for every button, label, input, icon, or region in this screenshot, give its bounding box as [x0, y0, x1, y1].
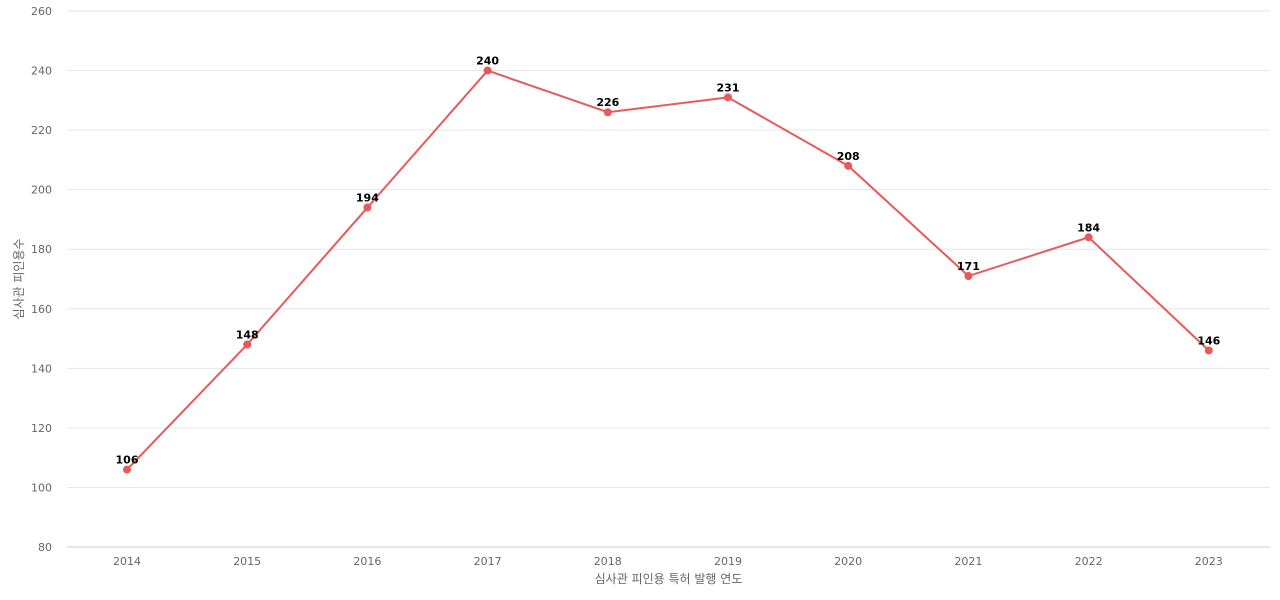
x-axis-ticks: 2014 2015 2016 2017 2018 2019 2020 2021 2022 2023: [113, 555, 1223, 568]
y-tick-label-100: 100: [31, 481, 52, 494]
x-tick-label-2020: 2020: [834, 555, 862, 568]
data-point-2020: [844, 161, 853, 170]
series-line-0: [126, 69, 1210, 471]
data-label-2017: 240: [476, 55, 499, 68]
x-tick-label-2023: 2023: [1195, 555, 1223, 568]
y-axis-ticks: 80 100 120 140 160 180 200 220 240 260: [31, 5, 52, 554]
data-point-2018: [603, 108, 612, 117]
data-label-2019: 231: [717, 81, 740, 94]
y-tick-label-80: 80: [38, 541, 52, 554]
y-tick-label-220: 220: [31, 124, 52, 137]
y-tick-label-180: 180: [31, 243, 52, 256]
x-axis-title: 심사관 피인용 특허 발행 연도: [595, 571, 743, 586]
y-tick-label-160: 160: [31, 303, 52, 316]
data-label-2018: 226: [596, 96, 619, 109]
y-tick-label-240: 240: [31, 65, 52, 78]
data-point-2017: [483, 66, 492, 75]
gridlines: [67, 10, 1270, 488]
y-tick-label-260: 260: [31, 5, 52, 18]
data-point-2021: [964, 272, 973, 281]
x-tick-label-2014: 2014: [113, 555, 141, 568]
data-label-2016: 194: [356, 192, 379, 205]
x-tick-label-2017: 2017: [474, 555, 502, 568]
y-tick-label-140: 140: [31, 362, 52, 375]
data-point-2022: [1084, 233, 1093, 242]
data-label-2020: 208: [837, 150, 860, 163]
x-tick-label-2019: 2019: [714, 555, 742, 568]
data-labels: 106 148 194 240 226 231 208 171 184 146: [116, 55, 1221, 467]
data-point-2015: [243, 340, 252, 349]
data-point-2019: [724, 93, 732, 102]
data-label-2021: 171: [957, 260, 980, 273]
data-point-2016: [363, 203, 372, 212]
x-tick-label-2015: 2015: [233, 555, 261, 568]
x-tick-label-2022: 2022: [1075, 555, 1103, 568]
x-tick-label-2021: 2021: [954, 555, 982, 568]
y-axis-title: 심사관 피인용수: [12, 238, 26, 319]
data-label-2014: 106: [116, 454, 139, 467]
data-point-2014: [123, 465, 131, 474]
data-label-2023: 146: [1197, 334, 1220, 347]
x-tick-label-2016: 2016: [353, 555, 381, 568]
data-label-2015: 148: [236, 329, 259, 342]
series-layer: [123, 66, 1213, 474]
data-label-2022: 184: [1077, 221, 1100, 234]
x-tick-label-2018: 2018: [594, 555, 622, 568]
y-tick-label-120: 120: [31, 422, 52, 435]
data-point-2023: [1204, 346, 1213, 355]
y-tick-label-200: 200: [31, 184, 52, 197]
